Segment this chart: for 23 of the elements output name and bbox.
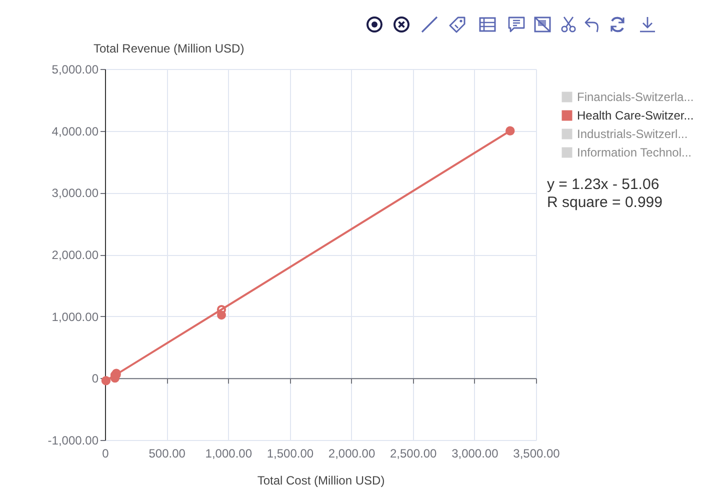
x-tick-label: 500.00 [148,446,186,460]
x-tick-label: 1,000.00 [205,446,252,460]
legend-label: Industrials-Switzerl... [577,127,688,141]
y-tick-label: 5,000.00 [52,62,99,76]
x-tick-label: 3,500.00 [513,446,560,460]
y-tick-label: -1,000.00 [48,434,99,448]
x-axis-title: Total Cost (Million USD) [257,474,385,488]
y-axis-title: Total Revenue (Million USD) [94,42,244,56]
x-tick-label: 2,500.00 [390,446,438,460]
legend-label: Health Care-Switzer... [577,108,694,122]
y-tick-label: 2,000.00 [52,248,99,262]
y-tick-label: 1,000.00 [52,310,99,324]
legend-label: Information Technol... [577,146,692,160]
x-tick-label: 3,000.00 [452,446,499,460]
y-tick-label: 3,000.00 [52,186,99,200]
x-tick-label: 2,000.00 [328,446,376,460]
y-tick-label: 4,000.00 [52,124,99,138]
legend-label: Financials-Switzerla... [577,90,694,104]
x-tick-label: 1,500.00 [266,446,314,460]
text: R square = 0.999 [547,194,662,212]
text: y = 1.23x - 51.06 [547,176,660,194]
y-tick-label: 0 [92,372,99,386]
x-tick-label: 0 [102,446,110,460]
